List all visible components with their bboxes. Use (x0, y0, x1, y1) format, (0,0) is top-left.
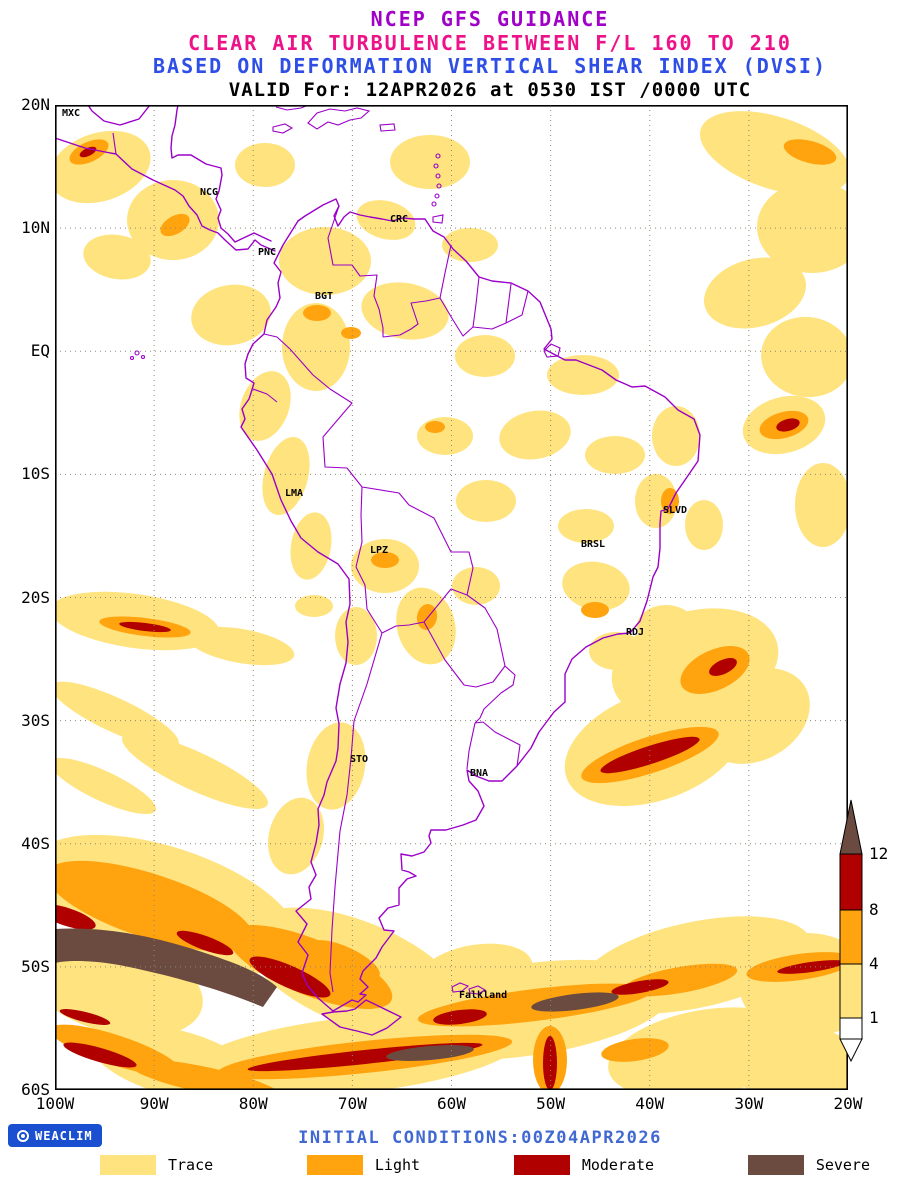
lon-tick-90W: 90W (139, 1094, 169, 1113)
legend-item-trace: Trace (100, 1155, 213, 1175)
station-label-BRSL: BRSL (581, 539, 606, 550)
weaclim-logo-badge: WEACLIM (8, 1124, 102, 1147)
colorbar-light (839, 909, 863, 965)
legend-item-light: Light (306, 1155, 421, 1175)
lat-tick-40S: 40S (21, 833, 50, 853)
title-model: NCEP GFS GUIDANCE (370, 7, 610, 31)
map-canvas: MXC NCG CRC PNC BGT LMA LPZ BRSL SLVD RDJ STO BNA Fa… (55, 105, 848, 1090)
lon-tick-30W: 30W (734, 1094, 764, 1113)
legend-swatch-trace (100, 1155, 156, 1175)
map-svg (55, 105, 848, 1090)
colorbar (836, 799, 866, 1063)
lon-tick-50W: 50W (536, 1094, 566, 1113)
station-label-STO: STO (350, 754, 369, 765)
legend-item-moderate: Moderate (513, 1155, 655, 1175)
lat-tick-30S: 30S (21, 710, 50, 730)
legend-label: Trace (168, 1156, 214, 1174)
weaclim-icon (17, 1129, 29, 1142)
title-method: BASED ON DEFORMATION VERTICAL SHEAR INDE… (153, 54, 827, 79)
lon-tick-70W: 70W (337, 1094, 367, 1113)
weaclim-label: WEACLIM (35, 1128, 93, 1143)
colorbar-bottom-cap (839, 1038, 863, 1063)
colorbar-tick-8: 8 (869, 900, 879, 919)
country-borders (252, 205, 529, 993)
station-label-LPZ: LPZ (370, 545, 389, 556)
station-label-RDJ: RDJ (626, 627, 645, 638)
colorbar-ticks: 12 8 4 1 (869, 799, 899, 1062)
title-valid-time: VALID For: 12APR2026 at 0530 IST /0000 U… (228, 78, 752, 101)
lon-tick-40W: 40W (635, 1094, 665, 1113)
lat-tick-EQ: EQ (30, 341, 50, 361)
coastlines (55, 105, 701, 1036)
lat-tick-10N: 10N (21, 218, 50, 238)
colorbar-tick-12: 12 (869, 844, 889, 863)
longitude-axis: 100W 90W 80W 70W 60W 50W 40W 30W 20W (36, 1094, 863, 1114)
colorbar-white (839, 1017, 863, 1040)
colorbar-severe (839, 799, 863, 855)
lon-tick-60W: 60W (437, 1094, 466, 1113)
legend-swatch-moderate (513, 1155, 570, 1175)
legend: Trace Light Moderate Severe (100, 1155, 870, 1175)
station-label-PNC: PNC (258, 247, 277, 258)
legend-label: Severe (815, 1156, 870, 1174)
lat-tick-60S: 60S (21, 1080, 50, 1099)
chart-titles: NCEP GFS GUIDANCE CLEAR AIR TURBULENCE B… (80, 7, 900, 101)
station-label-CRC: CRC (390, 214, 409, 225)
legend-label: Moderate (581, 1156, 655, 1174)
station-label-SLVD: SLVD (663, 505, 688, 516)
station-label-NCG: NCG (200, 187, 219, 198)
shading-severe (55, 928, 619, 1061)
station-label-MXC: MXC (62, 108, 81, 119)
station-label-BGT: BGT (315, 291, 334, 302)
grid-lines (55, 105, 848, 1090)
legend-swatch-light (306, 1155, 363, 1175)
latitude-axis: 20N 10N EQ 10S 20S 30S 40S 50S 60S (2, 96, 50, 1099)
lat-tick-50S: 50S (21, 956, 50, 976)
lon-tick-80W: 80W (238, 1094, 268, 1113)
colorbar-trace (839, 963, 863, 1019)
lat-tick-20N: 20N (21, 95, 50, 114)
map-frame (55, 105, 848, 1090)
station-label-Falkland: Falkland (459, 990, 508, 1001)
colorbar-moderate (839, 853, 863, 911)
station-label-BNA: BNA (470, 768, 489, 779)
colorbar-tick-4: 4 (869, 954, 879, 973)
colorbar-tick-1: 1 (869, 1008, 879, 1027)
legend-swatch-severe (747, 1155, 804, 1175)
station-label-LMA: LMA (285, 488, 304, 499)
title-product: CLEAR AIR TURBULENCE BETWEEN F/L 160 TO … (188, 30, 792, 55)
lat-tick-10S: 10S (21, 464, 50, 484)
lon-tick-100W: 100W (35, 1094, 75, 1113)
initial-conditions-text: INITIAL CONDITIONS:00Z04APR2026 (298, 1128, 662, 1148)
legend-item-severe: Severe (747, 1155, 870, 1175)
legend-label: Light (374, 1156, 421, 1174)
lat-tick-20S: 20S (21, 587, 50, 607)
lon-tick-20W: 20W (833, 1094, 863, 1113)
